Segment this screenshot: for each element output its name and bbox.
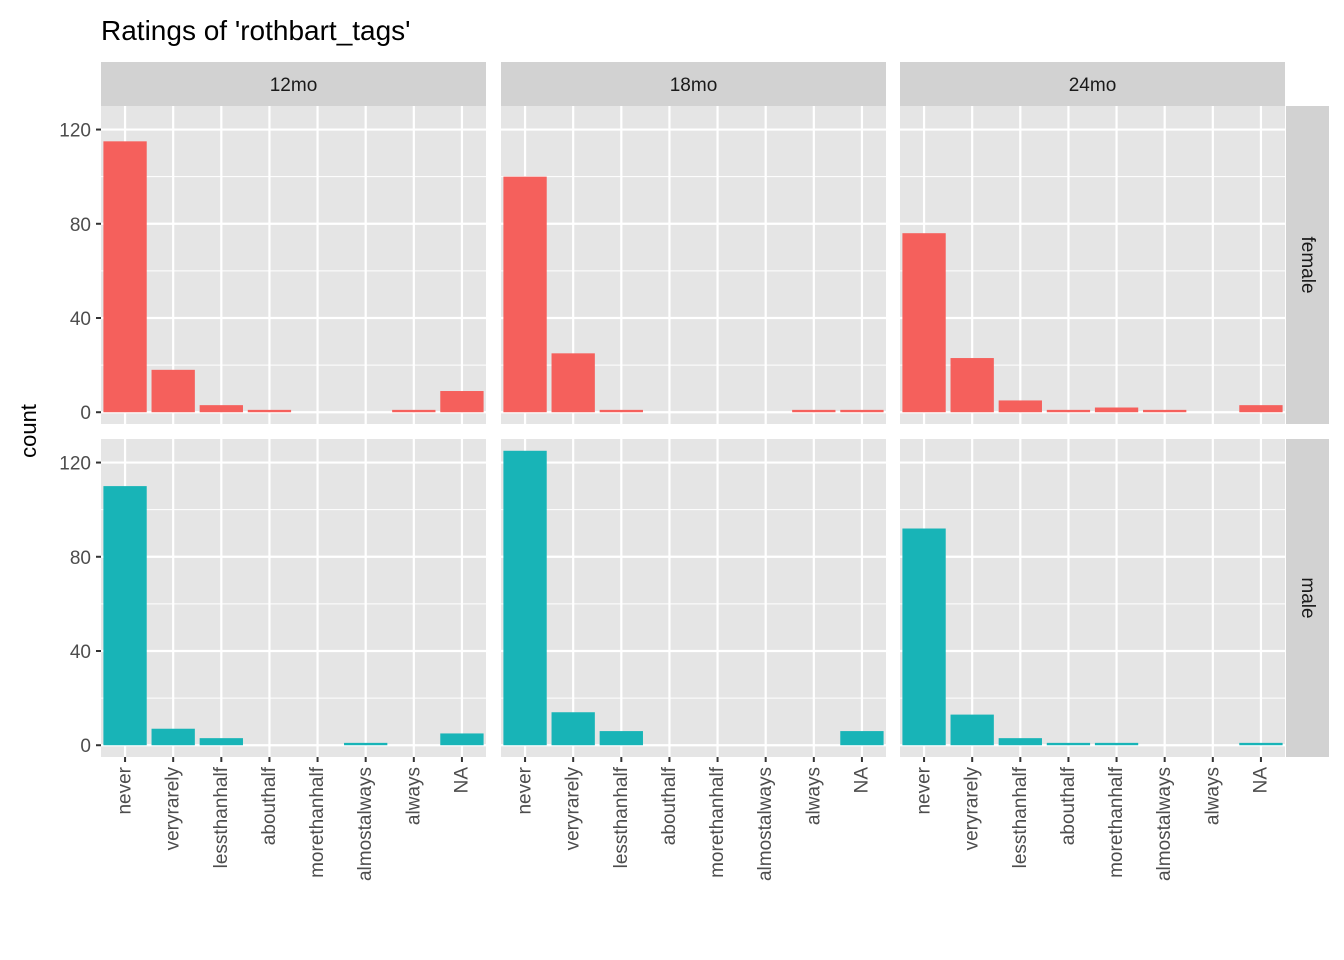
bar-male-24mo-morethanhalf <box>1094 742 1139 746</box>
bar-female-12mo-veryrarely <box>151 369 195 413</box>
bar-female-12mo-never <box>103 141 147 413</box>
bar-male-12mo-veryrarely <box>151 728 195 746</box>
bar-female-18mo-NA <box>840 409 884 413</box>
row-strip-male <box>1286 439 1329 757</box>
bar-male-12mo-NA <box>440 733 484 746</box>
x-tick-label: always <box>1202 767 1223 825</box>
bar-female-24mo-morethanhalf <box>1094 407 1139 413</box>
x-tick-label: always <box>403 767 424 825</box>
bar-female-24mo-almostalways <box>1143 409 1187 413</box>
bar-male-24mo-NA <box>1239 742 1283 746</box>
x-tick-label: abouthalf <box>259 766 280 845</box>
y-tick-label: 0 <box>80 403 91 424</box>
x-tick-label: never <box>515 766 536 814</box>
y-axis-title: count <box>16 404 41 458</box>
y-tick-label: 80 <box>70 215 91 236</box>
panel-background <box>501 439 886 757</box>
row-strip-female <box>1286 106 1329 424</box>
x-tick-label: veryrarely <box>163 767 184 851</box>
bar-female-24mo-lessthanhalf <box>998 400 1042 413</box>
y-tick-label: 0 <box>80 736 91 757</box>
bar-male-24mo-lessthanhalf <box>998 738 1042 746</box>
column-strip-label: 24mo <box>1069 75 1117 96</box>
bar-male-18mo-veryrarely <box>551 712 595 746</box>
x-tick-label: lessthanhalf <box>211 766 232 868</box>
x-tick-label: lessthanhalf <box>611 766 632 868</box>
x-tick-label: morethanhalf <box>707 766 728 878</box>
bar-female-24mo-NA <box>1239 405 1283 413</box>
bar-male-18mo-never <box>503 450 547 746</box>
panel-grid: 12mo 18mo 24mo female male 0 40 80 120 0 40 80 120 ne… <box>59 62 1329 881</box>
bar-male-12mo-never <box>103 486 147 746</box>
x-tick-label: abouthalf <box>659 766 680 845</box>
column-strip-24mo <box>900 62 1285 106</box>
y-tick-label: 40 <box>70 642 91 663</box>
bar-female-18mo-always <box>792 409 836 413</box>
panel-background <box>900 439 1285 757</box>
bar-female-12mo-NA <box>440 391 484 413</box>
bar-male-24mo-veryrarely <box>950 714 994 746</box>
x-tick-label: NA <box>851 767 872 794</box>
bar-female-18mo-lessthanhalf <box>599 409 643 413</box>
x-tick-label: NA <box>1250 767 1271 794</box>
bar-male-18mo-lessthanhalf <box>599 731 643 746</box>
bar-male-24mo-abouthalf <box>1046 742 1091 746</box>
x-tick-label: abouthalf <box>1058 766 1079 845</box>
column-strip-label: 18mo <box>670 75 718 96</box>
x-tick-label: never <box>115 766 136 814</box>
bar-female-24mo-veryrarely <box>950 358 994 413</box>
row-strip-label: female <box>1297 236 1318 293</box>
y-tick-label: 120 <box>59 121 91 142</box>
panel-background <box>101 439 486 757</box>
y-tick-label: 120 <box>59 454 91 475</box>
bar-female-24mo-never <box>902 233 946 413</box>
x-tick-label: always <box>803 767 824 825</box>
bar-female-12mo-always <box>392 409 436 413</box>
x-tick-label: morethanhalf <box>307 766 328 878</box>
x-tick-label: veryrarely <box>563 767 584 851</box>
column-strip-12mo <box>101 62 486 106</box>
bar-male-12mo-almostalways <box>344 742 388 746</box>
column-strip-18mo <box>501 62 886 106</box>
chart-title: Ratings of 'rothbart_tags' <box>101 15 411 46</box>
x-tick-label: never <box>914 766 935 814</box>
x-tick-label: almostalways <box>1154 767 1175 881</box>
bar-female-18mo-veryrarely <box>551 353 595 413</box>
x-tick-label: NA <box>451 767 472 794</box>
bar-female-12mo-lessthanhalf <box>199 405 243 413</box>
x-tick-label: almostalways <box>755 767 776 881</box>
bar-female-18mo-never <box>503 176 547 413</box>
y-tick-label: 80 <box>70 548 91 569</box>
bar-female-12mo-abouthalf <box>247 409 292 413</box>
x-tick-label: lessthanhalf <box>1010 766 1031 868</box>
x-tick-label: almostalways <box>355 767 376 881</box>
bar-male-12mo-lessthanhalf <box>199 738 243 746</box>
x-tick-label: veryrarely <box>962 767 983 851</box>
bar-female-24mo-abouthalf <box>1046 409 1091 413</box>
column-strip-label: 12mo <box>270 75 318 96</box>
y-tick-label: 40 <box>70 309 91 330</box>
x-tick-label: morethanhalf <box>1106 766 1127 878</box>
bar-male-18mo-NA <box>840 731 884 746</box>
row-strip-label: male <box>1297 577 1318 618</box>
bar-male-24mo-never <box>902 528 946 746</box>
